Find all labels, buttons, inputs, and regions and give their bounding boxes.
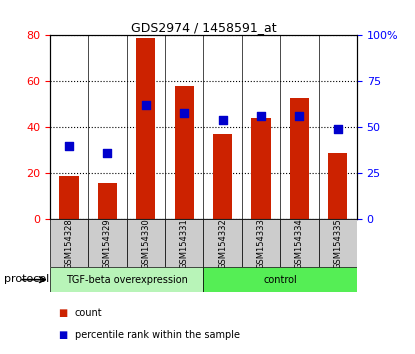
- Text: GSM154332: GSM154332: [218, 218, 227, 269]
- FancyBboxPatch shape: [50, 267, 203, 292]
- Bar: [251, 118, 271, 219]
- Bar: [59, 176, 78, 219]
- Point: [219, 117, 226, 123]
- Text: percentile rank within the sample: percentile rank within the sample: [75, 330, 240, 339]
- Point: [334, 126, 341, 132]
- Title: GDS2974 / 1458591_at: GDS2974 / 1458591_at: [131, 21, 276, 34]
- Bar: [290, 97, 309, 219]
- Text: GSM154333: GSM154333: [256, 218, 266, 269]
- Text: ■: ■: [58, 308, 67, 318]
- FancyBboxPatch shape: [280, 219, 319, 267]
- Text: GSM154330: GSM154330: [141, 218, 150, 269]
- FancyBboxPatch shape: [127, 219, 165, 267]
- FancyBboxPatch shape: [203, 267, 357, 292]
- Bar: [98, 183, 117, 219]
- Point: [181, 110, 188, 115]
- FancyBboxPatch shape: [50, 219, 88, 267]
- FancyBboxPatch shape: [88, 219, 127, 267]
- Text: GSM154335: GSM154335: [333, 218, 342, 269]
- Text: GSM154328: GSM154328: [64, 218, 73, 269]
- Point: [142, 103, 149, 108]
- Text: control: control: [263, 275, 297, 285]
- Text: GSM154329: GSM154329: [103, 218, 112, 269]
- Text: GSM154334: GSM154334: [295, 218, 304, 269]
- Text: TGF-beta overexpression: TGF-beta overexpression: [66, 275, 188, 285]
- Bar: [136, 38, 155, 219]
- FancyBboxPatch shape: [203, 219, 242, 267]
- Bar: [213, 134, 232, 219]
- Bar: [175, 86, 194, 219]
- Text: count: count: [75, 308, 103, 318]
- FancyBboxPatch shape: [165, 219, 203, 267]
- Bar: [328, 153, 347, 219]
- Text: ■: ■: [58, 330, 67, 339]
- Point: [258, 114, 264, 119]
- Text: protocol: protocol: [4, 274, 49, 284]
- Point: [66, 143, 72, 149]
- Point: [104, 150, 111, 156]
- Point: [296, 114, 303, 119]
- Text: GSM154331: GSM154331: [180, 218, 189, 269]
- FancyBboxPatch shape: [242, 219, 280, 267]
- FancyBboxPatch shape: [319, 219, 357, 267]
